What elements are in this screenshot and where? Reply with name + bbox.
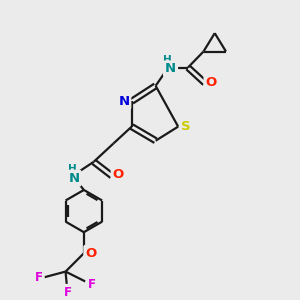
Text: F: F	[64, 286, 72, 298]
Text: H: H	[68, 164, 76, 174]
Text: N: N	[118, 95, 129, 108]
Text: O: O	[112, 168, 124, 181]
Text: H: H	[164, 56, 172, 65]
Text: O: O	[206, 76, 217, 89]
Text: N: N	[165, 62, 176, 75]
Text: F: F	[88, 278, 95, 291]
Text: N: N	[68, 172, 80, 184]
Text: S: S	[181, 120, 191, 133]
Text: O: O	[85, 247, 97, 260]
Text: F: F	[35, 271, 43, 284]
